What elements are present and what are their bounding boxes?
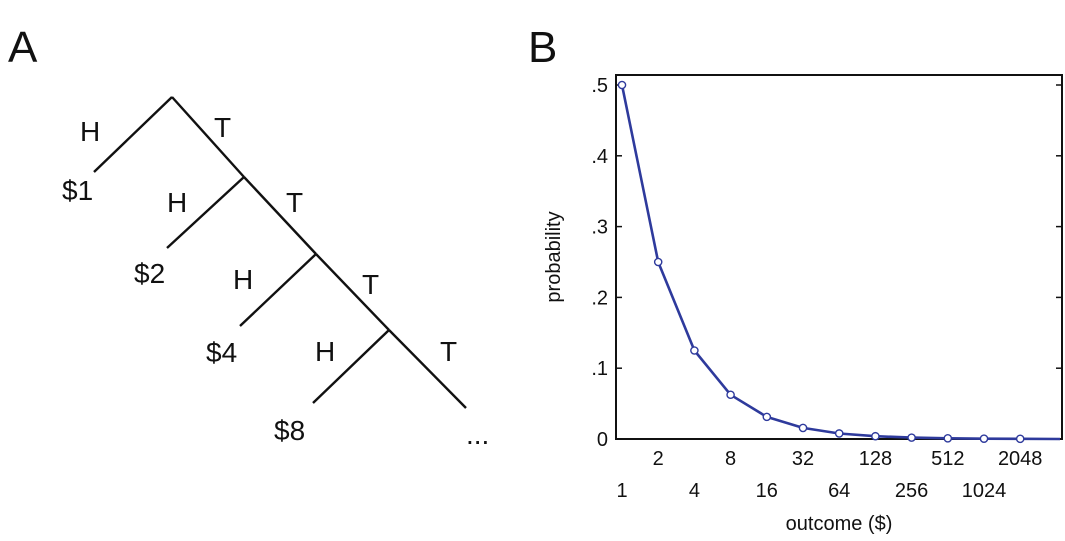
x-tick-label: 8	[725, 448, 736, 470]
x-tick-label: 512	[931, 448, 964, 470]
data-point	[690, 346, 699, 355]
y-tick-label: 0	[597, 429, 608, 451]
tree-branch-t3	[315, 253, 390, 331]
data-point	[834, 429, 844, 438]
data-point	[762, 412, 772, 422]
coin-flip-tree	[93, 96, 467, 409]
heads-label: H	[315, 336, 335, 367]
payout-label-1: $1	[62, 175, 93, 206]
series-line	[620, 84, 1061, 441]
y-tick-label: .5	[591, 75, 608, 97]
tree-labels: H T H T H T H T $1 $2 $4 $8 ...	[62, 112, 489, 450]
tree-branch-h2	[166, 176, 245, 249]
data-point	[871, 431, 880, 441]
panel-b-letter: B	[528, 23, 557, 72]
tails-label: T	[362, 269, 379, 300]
y-tick-label: .2	[591, 287, 608, 309]
x-axis-label: outcome ($)	[786, 513, 893, 535]
x-tick-label: 1024	[962, 480, 1007, 502]
data-point	[979, 434, 989, 443]
data-point	[907, 433, 916, 442]
y-tick-label: .1	[591, 358, 608, 380]
x-tick-label: 1	[616, 480, 627, 502]
panel-a-letter: A	[8, 23, 38, 72]
series-markers	[617, 80, 1025, 444]
tails-label: T	[286, 187, 303, 218]
tree-branch-h3	[239, 253, 317, 327]
payout-label-2: $2	[134, 258, 165, 289]
y-tick-label: .4	[591, 146, 608, 168]
heads-label: H	[80, 116, 100, 147]
tree-branch-h4	[312, 329, 390, 404]
probability-chart: 0.1.2.3.4.5 124816326412825651210242048 …	[543, 74, 1063, 535]
y-axis-label: probability	[543, 211, 565, 302]
x-tick-label: 2048	[998, 448, 1043, 470]
tree-ellipsis: ...	[466, 419, 489, 450]
tree-branch-t1	[171, 96, 245, 178]
x-tick-label: 4	[689, 480, 700, 502]
x-tick-label: 128	[859, 448, 892, 470]
plot-frame	[615, 74, 1063, 440]
data-point	[1015, 434, 1025, 444]
y-tick-label: .3	[591, 217, 608, 239]
x-tick-label: 32	[792, 448, 814, 470]
payout-label-4: $8	[274, 415, 305, 446]
tree-branch-t4	[388, 329, 467, 409]
data-point	[726, 390, 735, 400]
x-tick-label: 64	[828, 480, 850, 502]
tails-label: T	[440, 336, 457, 367]
tree-branch-t2	[243, 176, 317, 255]
tree-branch-h1	[93, 96, 173, 173]
data-point	[617, 80, 627, 90]
heads-label: H	[233, 264, 253, 295]
data-point	[653, 257, 663, 267]
x-tick-label: 16	[756, 480, 778, 502]
data-point	[798, 423, 808, 433]
x-tick-label: 256	[895, 480, 928, 502]
heads-label: H	[167, 187, 187, 218]
tails-label: T	[214, 112, 231, 143]
payout-label-3: $4	[206, 337, 237, 368]
data-point	[943, 434, 953, 443]
x-tick-label: 2	[653, 448, 664, 470]
